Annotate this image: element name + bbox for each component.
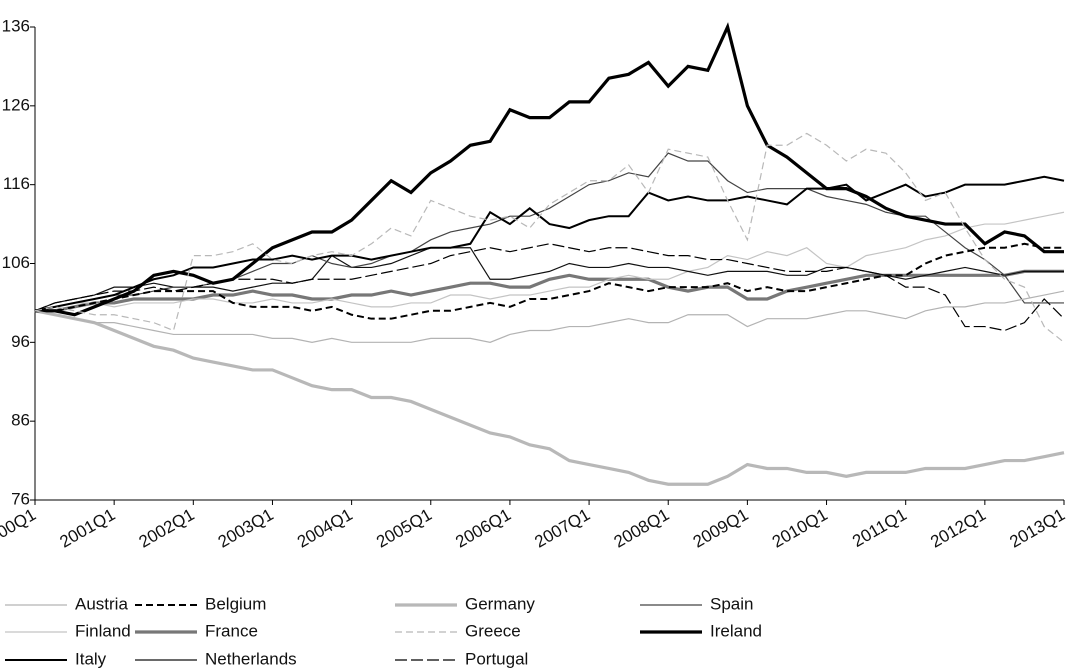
y-tick-label: 106 [2,253,30,272]
y-tick-label: 76 [11,489,30,508]
x-tick-label: 2005Q1 [373,505,435,552]
y-tick-label: 96 [11,332,30,351]
x-tick-label: 2012Q1 [927,505,989,552]
legend-label: Finland [75,621,131,640]
legend-label: Spain [710,594,753,613]
x-tick-label: 2001Q1 [57,505,119,552]
x-tick-label: 2004Q1 [294,505,356,552]
y-tick-label: 116 [3,174,30,193]
series-line [34,243,1065,332]
legend-label: Ireland [710,621,762,640]
x-tick-label: 2007Q1 [531,505,593,552]
x-tick-label: 2008Q1 [611,505,673,552]
x-tick-label: 2010Q1 [769,505,831,552]
series-line [35,242,1064,320]
legend-label: France [205,621,258,640]
legend-label: Germany [465,594,535,613]
x-tick-label: 2009Q1 [690,505,752,552]
series-line [34,211,1065,312]
series-line [35,269,1064,313]
series-line [34,309,1065,486]
legend-label: Belgium [205,594,266,613]
legend-label: Netherlands [205,649,297,668]
x-tick-label: 2002Q1 [136,505,198,552]
series-line [35,22,1064,317]
legend-label: Portugal [465,649,528,668]
series-line [34,247,1064,312]
x-tick-label: 2011Q1 [849,505,910,551]
y-tick-label: 86 [11,411,30,430]
legend-label: Greece [465,621,521,640]
y-tick-label: 126 [2,95,30,114]
series-line [34,175,1065,312]
series-line [34,290,1065,343]
x-tick-label: 2000Q1 [0,505,39,552]
y-tick-label: 136 [2,16,30,35]
series-line [34,152,1064,312]
series-line [34,132,1065,343]
legend-label: Austria [75,594,128,613]
x-tick-label: 2006Q1 [452,505,514,552]
x-tick-label: 2013Q1 [1006,505,1068,552]
legend-label: Italy [75,649,107,668]
x-tick-label: 2003Q1 [215,505,277,552]
